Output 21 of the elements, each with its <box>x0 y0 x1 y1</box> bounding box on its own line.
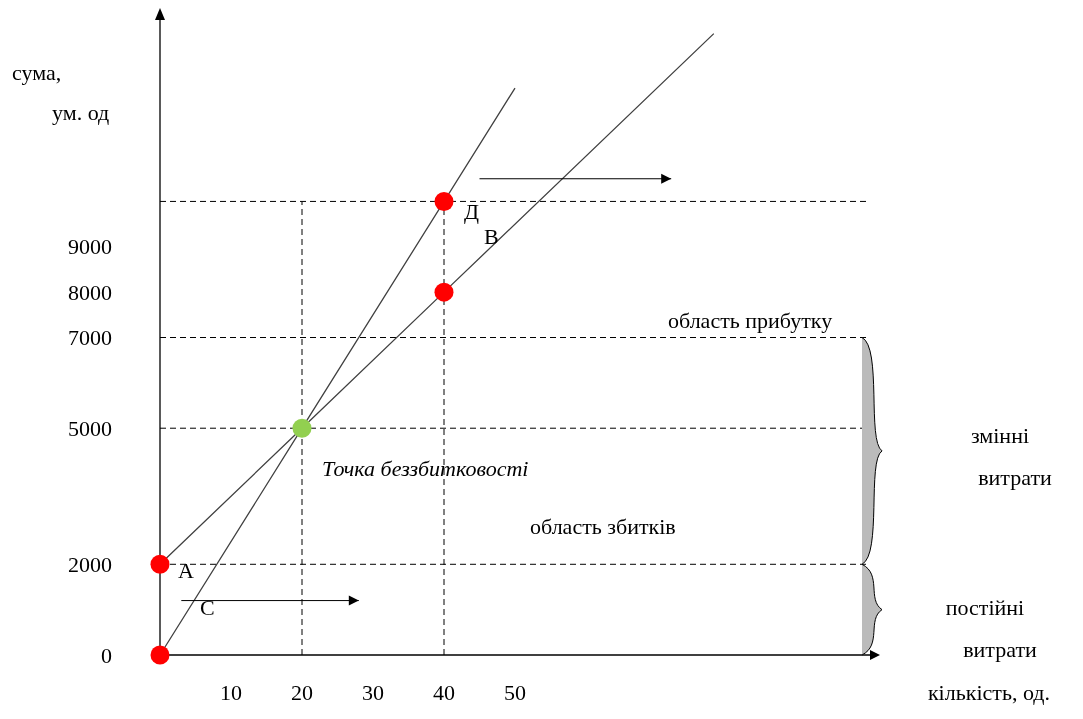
annotation: B <box>484 224 499 250</box>
x-axis-title: кількість, од. <box>927 680 1050 705</box>
y-tick-label: 9000 <box>68 234 112 260</box>
annotation: C <box>200 595 215 620</box>
text: змінні витрати <box>970 423 1053 491</box>
y-tick-label: 7000 <box>68 325 112 351</box>
x-tick-label: 40 <box>433 680 455 705</box>
y-tick-label: 0 <box>101 642 112 668</box>
annotation: область збитків <box>530 514 676 540</box>
y-axis-title: сума, ум. од <box>12 60 110 125</box>
y-tick-label: 2000 <box>68 551 112 577</box>
x-tick-label: 30 <box>362 680 384 705</box>
annotation: A <box>178 558 194 584</box>
annotation: Точка беззбитковості <box>322 456 529 482</box>
x-tick-label: 20 <box>291 680 313 705</box>
x-tick-label: 10 <box>220 680 242 705</box>
x-tick-label: 50 <box>504 680 526 705</box>
y-tick-label: 8000 <box>68 279 112 305</box>
annotation: область прибутку <box>668 307 833 333</box>
y-tick-label: 5000 <box>68 415 112 441</box>
annotation: Д <box>464 199 480 225</box>
